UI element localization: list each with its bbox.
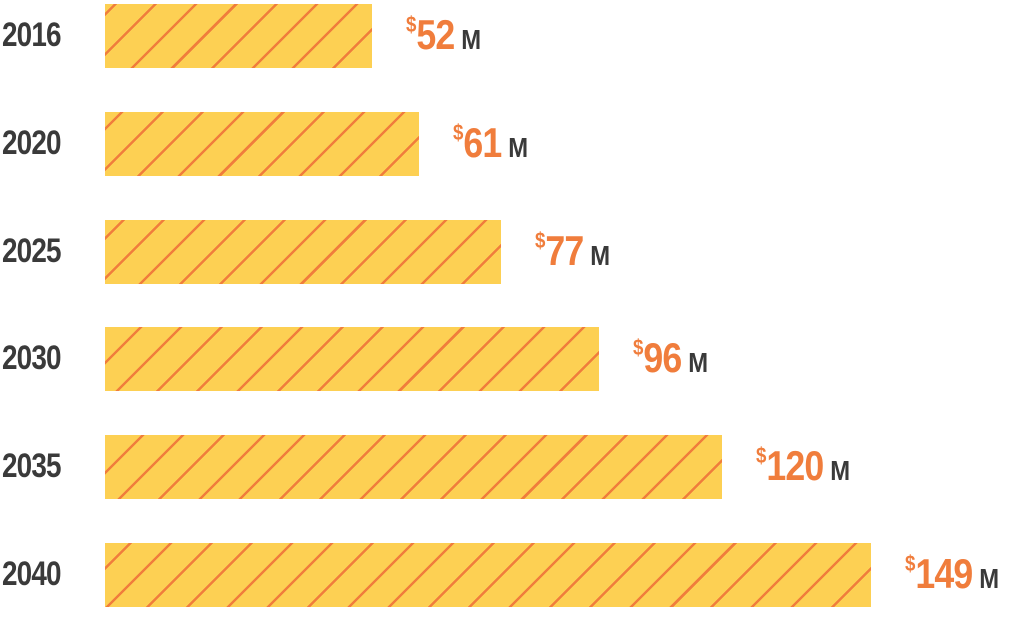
category-label: 2025 xyxy=(2,231,62,270)
data-label-value: 120 xyxy=(766,442,824,490)
data-label: $52 M xyxy=(406,2,481,68)
data-label: $96 M xyxy=(633,325,708,391)
data-label-value: 61 xyxy=(463,118,502,166)
data-label-prefix: $ xyxy=(905,551,916,576)
data-label-unit: M xyxy=(590,239,610,271)
category-label: 2040 xyxy=(2,555,62,593)
data-label-unit: M xyxy=(461,24,482,55)
data-label: $149 M xyxy=(905,541,999,607)
bar-row: 2030 $96 M xyxy=(0,325,1014,392)
bar xyxy=(105,435,722,500)
bar-row: 2020 $61 M xyxy=(0,110,1014,176)
data-label: $120 M xyxy=(756,433,850,499)
data-label-unit: M xyxy=(979,563,1000,594)
data-label-prefix: $ xyxy=(632,335,643,361)
bar-row: 2040 $149 M xyxy=(0,541,1014,607)
data-label-prefix: $ xyxy=(755,443,767,469)
bar xyxy=(105,111,419,176)
data-label-prefix: $ xyxy=(452,119,464,145)
data-label-prefix: $ xyxy=(534,227,546,253)
category-label: 2030 xyxy=(2,339,62,378)
data-label-unit: M xyxy=(687,347,708,379)
bar-row: 2025 $77 M xyxy=(0,218,1014,284)
data-label-value: 77 xyxy=(545,226,584,274)
bar-row: 2035 $120 M xyxy=(0,433,1014,500)
bar xyxy=(105,543,871,607)
category-label: 2016 xyxy=(2,16,62,54)
data-label-unit: M xyxy=(507,131,528,163)
data-label-value: 96 xyxy=(642,334,682,382)
data-label: $77 M xyxy=(535,218,610,284)
data-label-prefix: $ xyxy=(406,12,417,37)
category-label: 2035 xyxy=(2,447,62,486)
bar xyxy=(105,327,599,392)
bar xyxy=(105,4,373,68)
bar-row: 2016 $52 M xyxy=(0,2,1014,68)
category-label: 2020 xyxy=(2,123,62,162)
data-label-unit: M xyxy=(830,455,850,487)
data-label: $61 M xyxy=(453,110,528,176)
data-label-value: 52 xyxy=(416,11,456,58)
bar xyxy=(105,219,501,284)
data-label-value: 149 xyxy=(915,550,973,597)
